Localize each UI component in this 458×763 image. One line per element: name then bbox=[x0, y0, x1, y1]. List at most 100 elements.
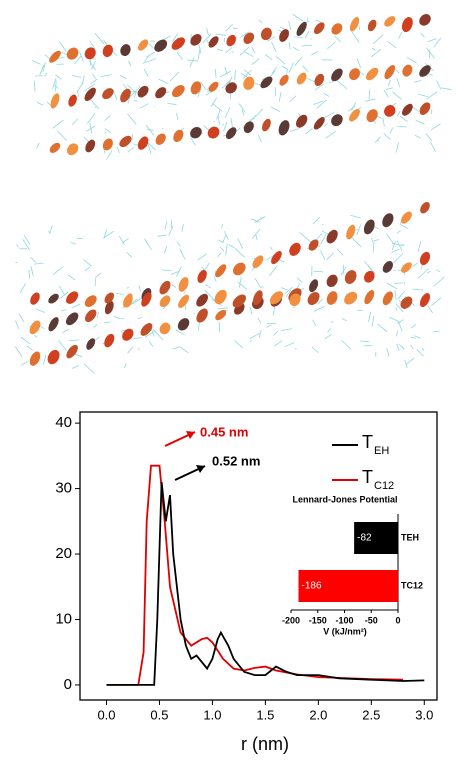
side-chain bbox=[321, 234, 327, 245]
aromatic-core bbox=[277, 119, 292, 137]
side-chain bbox=[167, 103, 176, 104]
y-tick-label: 30 bbox=[55, 480, 72, 497]
side-chain bbox=[305, 31, 309, 38]
side-chain bbox=[37, 143, 40, 149]
side-chain bbox=[61, 310, 66, 312]
side-chain bbox=[140, 104, 148, 109]
side-chain bbox=[87, 113, 95, 123]
side-chain bbox=[249, 333, 259, 339]
side-chain bbox=[83, 260, 91, 267]
side-chain bbox=[396, 143, 399, 153]
side-chain bbox=[269, 266, 277, 276]
aromatic-core bbox=[417, 63, 433, 79]
side-chain bbox=[326, 131, 336, 138]
side-chain bbox=[255, 109, 263, 117]
side-chain bbox=[53, 267, 63, 275]
side-chain bbox=[426, 134, 432, 141]
side-chain bbox=[436, 81, 441, 90]
side-chain bbox=[49, 226, 52, 234]
side-chain bbox=[170, 72, 179, 81]
aromatic-core bbox=[212, 288, 229, 307]
side-chain bbox=[169, 226, 173, 235]
side-chain bbox=[215, 69, 216, 78]
side-chain bbox=[72, 75, 81, 77]
side-chain bbox=[388, 41, 397, 47]
side-chain bbox=[231, 118, 233, 128]
side-chain bbox=[132, 134, 133, 140]
side-chain bbox=[252, 59, 260, 65]
aromatic-core bbox=[46, 315, 60, 332]
side-chain bbox=[34, 263, 44, 264]
side-chain bbox=[436, 270, 440, 272]
side-chain bbox=[74, 354, 82, 357]
side-chain bbox=[431, 124, 440, 130]
aromatic-core bbox=[175, 316, 191, 333]
side-chain bbox=[92, 74, 95, 79]
aromatic-core bbox=[382, 103, 398, 119]
side-chain bbox=[165, 221, 167, 230]
side-chain bbox=[378, 324, 387, 332]
side-chain bbox=[172, 285, 176, 288]
side-chain bbox=[271, 42, 276, 51]
side-chain bbox=[415, 135, 420, 138]
side-chain bbox=[321, 250, 325, 259]
side-chain bbox=[335, 36, 341, 42]
aromatic-core bbox=[260, 117, 272, 132]
x-tick-label: 3.0 bbox=[415, 707, 433, 722]
side-chain bbox=[205, 285, 211, 288]
side-chain bbox=[147, 52, 155, 57]
legend-label-sub: C12 bbox=[374, 480, 394, 492]
aromatic-core bbox=[364, 66, 381, 83]
aromatic-core bbox=[101, 43, 115, 58]
aromatic-core bbox=[324, 228, 340, 246]
side-chain bbox=[290, 129, 299, 132]
aromatic-core bbox=[362, 269, 377, 285]
side-chain bbox=[93, 324, 97, 328]
side-chain bbox=[128, 61, 131, 66]
aromatic-core bbox=[138, 321, 154, 338]
side-chain bbox=[369, 312, 371, 322]
side-chain bbox=[29, 270, 30, 279]
side-chain bbox=[238, 282, 247, 290]
side-chain bbox=[274, 341, 282, 347]
side-chain bbox=[266, 325, 271, 328]
side-chain bbox=[84, 267, 90, 271]
side-chain bbox=[95, 107, 96, 108]
side-chain bbox=[364, 261, 370, 267]
side-chain bbox=[123, 84, 127, 89]
side-chain bbox=[158, 235, 167, 236]
aromatic-core bbox=[382, 14, 397, 28]
side-chain bbox=[383, 117, 385, 126]
aromatic-core bbox=[343, 268, 359, 286]
aromatic-core bbox=[120, 326, 136, 343]
side-chain bbox=[395, 290, 396, 300]
side-chain bbox=[390, 127, 393, 133]
side-chain bbox=[239, 277, 241, 288]
side-chain bbox=[180, 249, 185, 259]
side-chain bbox=[177, 52, 183, 59]
side-chain bbox=[120, 75, 127, 79]
side-chain bbox=[400, 224, 408, 229]
side-chain bbox=[83, 75, 85, 84]
side-chain bbox=[289, 63, 293, 73]
side-chain bbox=[250, 307, 252, 314]
side-chain bbox=[255, 278, 261, 287]
side-chain bbox=[128, 114, 137, 125]
side-chain bbox=[204, 263, 209, 271]
side-chain bbox=[226, 48, 232, 53]
side-chain bbox=[105, 115, 111, 120]
side-chain bbox=[397, 231, 401, 234]
side-chain bbox=[180, 347, 188, 353]
side-chain bbox=[411, 324, 415, 328]
side-chain bbox=[402, 346, 404, 350]
aromatic-core bbox=[258, 74, 274, 90]
side-chain bbox=[271, 107, 280, 112]
side-chain bbox=[306, 128, 313, 134]
side-chain bbox=[72, 304, 80, 308]
side-chain bbox=[297, 278, 302, 283]
aromatic-core bbox=[259, 26, 274, 42]
side-chain bbox=[324, 93, 329, 96]
side-chain bbox=[72, 366, 79, 369]
side-chain bbox=[95, 33, 104, 44]
aromatic-core bbox=[27, 319, 42, 336]
